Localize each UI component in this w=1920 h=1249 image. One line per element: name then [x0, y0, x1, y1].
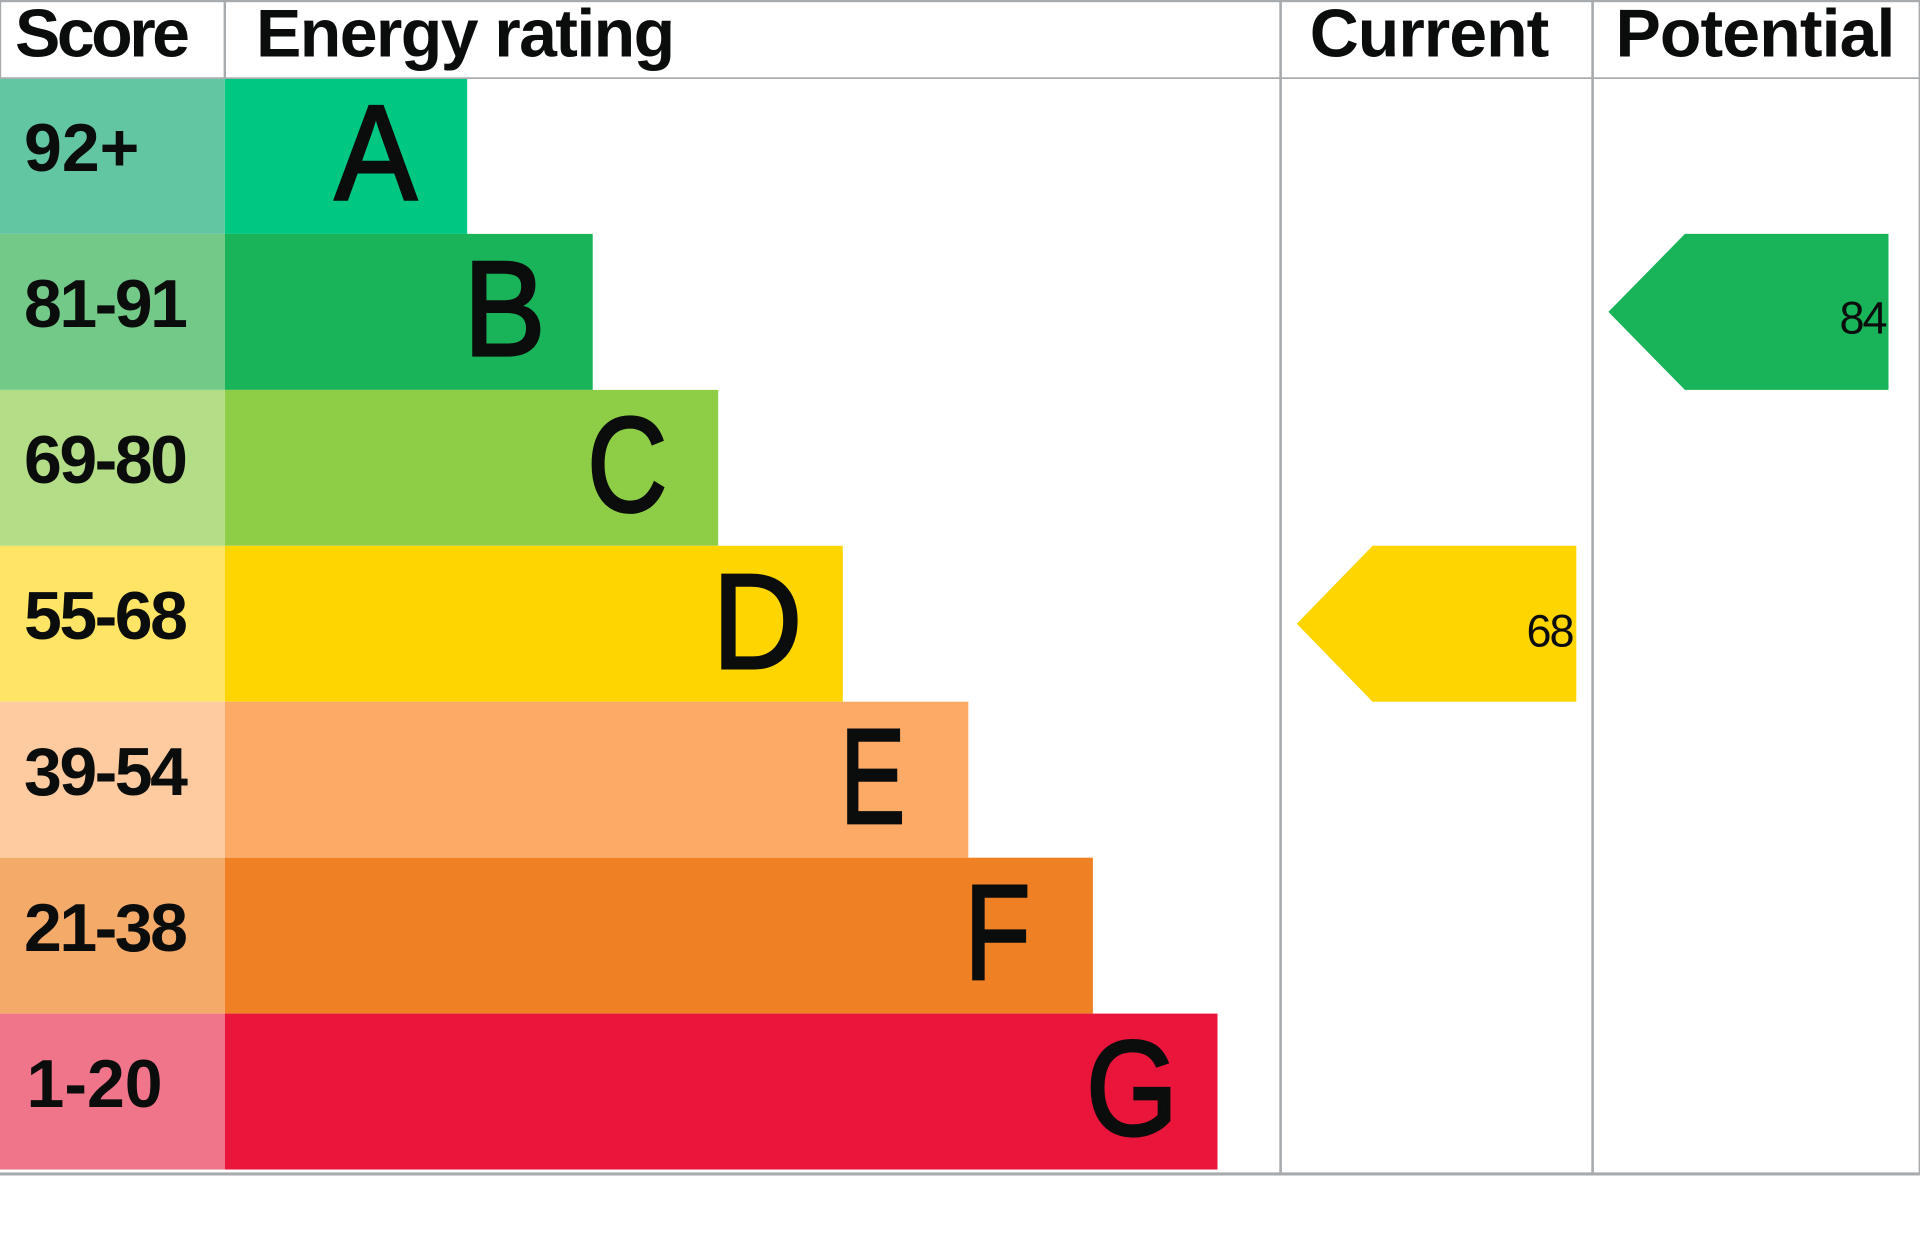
svg-text:68: 68 — [1526, 606, 1573, 657]
svg-text:55-68: 55-68 — [24, 578, 186, 654]
svg-text:E: E — [840, 701, 905, 851]
svg-text:81-91: 81-91 — [24, 266, 186, 342]
svg-text:F: F — [965, 856, 1031, 1007]
svg-text:Potential: Potential — [1615, 0, 1894, 71]
svg-text:92+: 92+ — [24, 110, 139, 186]
svg-text:Energy rating: Energy rating — [256, 0, 674, 71]
svg-text:21-38: 21-38 — [24, 890, 186, 966]
svg-text:G: G — [1086, 1012, 1178, 1163]
svg-text:Current: Current — [1310, 0, 1549, 71]
svg-text:D: D — [712, 547, 802, 697]
svg-text:39-54: 39-54 — [24, 734, 188, 810]
svg-text:B: B — [464, 234, 546, 385]
svg-text:A: A — [335, 78, 417, 229]
svg-text:C: C — [587, 390, 667, 541]
svg-text:Score: Score — [15, 0, 188, 71]
svg-text:84: 84 — [1839, 293, 1886, 344]
svg-text:69-80: 69-80 — [24, 422, 186, 498]
svg-text:1-20: 1-20 — [27, 1046, 163, 1122]
